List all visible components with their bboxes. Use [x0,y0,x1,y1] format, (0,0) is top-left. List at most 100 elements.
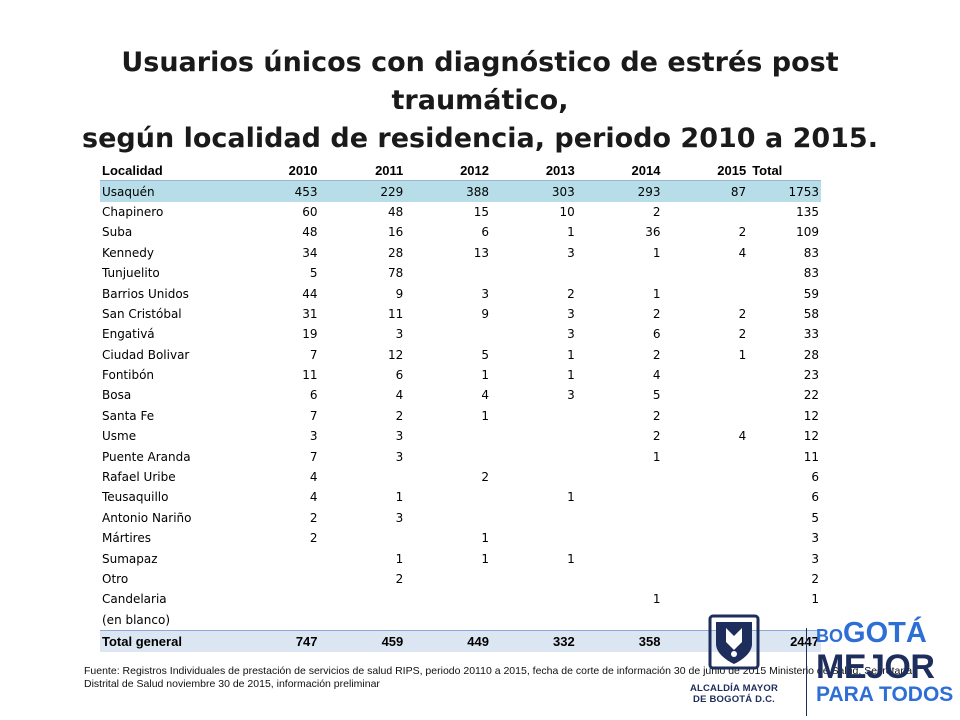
table-row: Teusaquillo 4 1 1 6 [100,487,821,507]
value-cell: 3 [309,429,318,444]
value-cell: 9 [481,306,489,321]
value-cell: 2 [652,347,661,362]
locality-cell: Ciudad Bolivar [102,347,190,362]
value-cell: 12 [803,408,819,423]
value-cell [491,528,577,548]
value-cell: 2 [811,572,819,586]
value-cell [405,263,491,283]
value-cell [577,263,663,283]
value-cell: 11 [302,368,318,383]
value-cell [662,548,748,568]
value-cell: 36 [645,225,661,240]
value-cell [577,487,663,507]
table-row: Tunjuelito 5 78 83 [100,263,821,283]
value-cell: 3 [567,388,575,403]
value-cell: 9 [395,286,404,301]
value-cell: 19 [302,327,318,342]
table-row: Kennedy 34 28 13 3 1 4 83 [100,243,821,263]
value-cell: 2 [652,306,661,321]
locality-cell: Kennedy [102,245,154,260]
value-cell: 4 [738,245,747,260]
alcaldia-logo: ALCALDÍA MAYOR DE BOGOTÁ D.C. [680,614,788,718]
value-cell: 3 [811,531,819,546]
value-cell [491,467,577,487]
value-cell [491,263,577,283]
source-footnote: Fuente: Registros Individuales de presta… [84,665,913,690]
value-cell: 2 [395,572,404,586]
value-cell: 303 [491,180,577,202]
coat-of-arms-icon [708,614,760,670]
value-cell: 1 [567,551,575,566]
brand-ota: OTÁ [865,617,927,649]
value-cell [234,548,320,568]
value-cell: 58 [803,306,819,321]
table-row: Rafael Uribe 4 2 6 [100,467,821,487]
column-header: 2013 [491,160,577,182]
value-cell [491,569,577,589]
table-row: Candelaria 1 1 [100,589,821,609]
slide-title: Usuarios únicos con diagnóstico de estré… [40,44,920,158]
value-cell: 60 [302,204,318,219]
locality-cell: Usaquén [100,180,234,202]
total-row: Total general7474594493323581022447 [100,629,821,652]
table-row: Bosa 6 4 4 3 5 22 [100,385,821,405]
title-line-1: Usuarios únicos con diagnóstico de estré… [121,47,839,116]
logo-divider [806,628,807,716]
value-cell: 4 [395,388,404,403]
value-cell: 293 [576,180,663,202]
table-row: Otro 2 2 [100,569,821,589]
logos: ALCALDÍA MAYOR DE BOGOTÁ D.C. BOGOTÁ MEJ… [670,612,960,720]
value-cell: 6 [811,490,819,505]
value-cell: 453 [233,180,320,202]
value-cell: 2 [309,510,318,525]
value-cell: 2 [652,408,661,423]
value-cell [662,406,748,426]
brand-g: G [843,617,866,649]
value-cell: 2 [309,531,318,546]
column-header: 2015 [662,160,749,182]
value-cell: 22 [803,388,819,403]
value-cell [234,569,320,589]
value-cell [662,202,748,222]
value-cell: 83 [803,266,819,281]
value-cell [405,589,491,609]
value-cell: 10 [559,204,575,219]
value-cell [662,589,748,609]
value-cell: 7 [309,408,318,423]
brand-line-1: BOGOTÁ [816,618,956,651]
value-cell [662,385,748,405]
value-cell: 2 [738,327,747,342]
value-cell: 83 [803,245,819,260]
brand-line-3: PARA TODOS [816,683,954,706]
value-cell: 6 [309,388,318,403]
locality-cell: Candelaria [102,592,167,607]
value-cell: 1 [567,490,575,505]
value-cell: 4 [652,368,661,383]
value-cell: 1 [481,408,489,423]
column-header: Total [748,160,821,182]
value-cell [662,263,748,283]
value-cell: 87 [662,180,749,202]
locality-cell: Mártires [102,531,151,546]
table-body: Usaquén 453 229 388 303 293 87 1753 Chapinero 60 4… [100,180,821,631]
total-value: 747 [233,629,320,652]
value-cell [577,548,663,568]
value-cell [491,610,577,631]
table-row: Mártires 2 1 3 [100,528,821,548]
total-value: 459 [319,629,406,652]
value-cell: 11 [387,306,404,321]
value-cell [662,283,748,303]
value-cell [662,508,748,528]
value-cell [405,569,491,589]
table-row: Usaquén 453 229 388 303 293 87 1753 [100,180,821,202]
value-cell: 3 [481,286,489,301]
value-cell: 5 [811,510,819,525]
value-cell: 1 [652,449,661,464]
bogota-mejor-logo: BOGOTÁ MEJOR PARA TODOS [816,618,956,707]
value-cell: 1 [567,368,575,383]
locality-cell: Barrios Unidos [102,286,189,301]
locality-cell: Puente Aranda [102,449,191,464]
value-cell: 2 [395,408,404,423]
value-cell: 6 [481,225,489,240]
value-cell: 12 [387,347,404,362]
